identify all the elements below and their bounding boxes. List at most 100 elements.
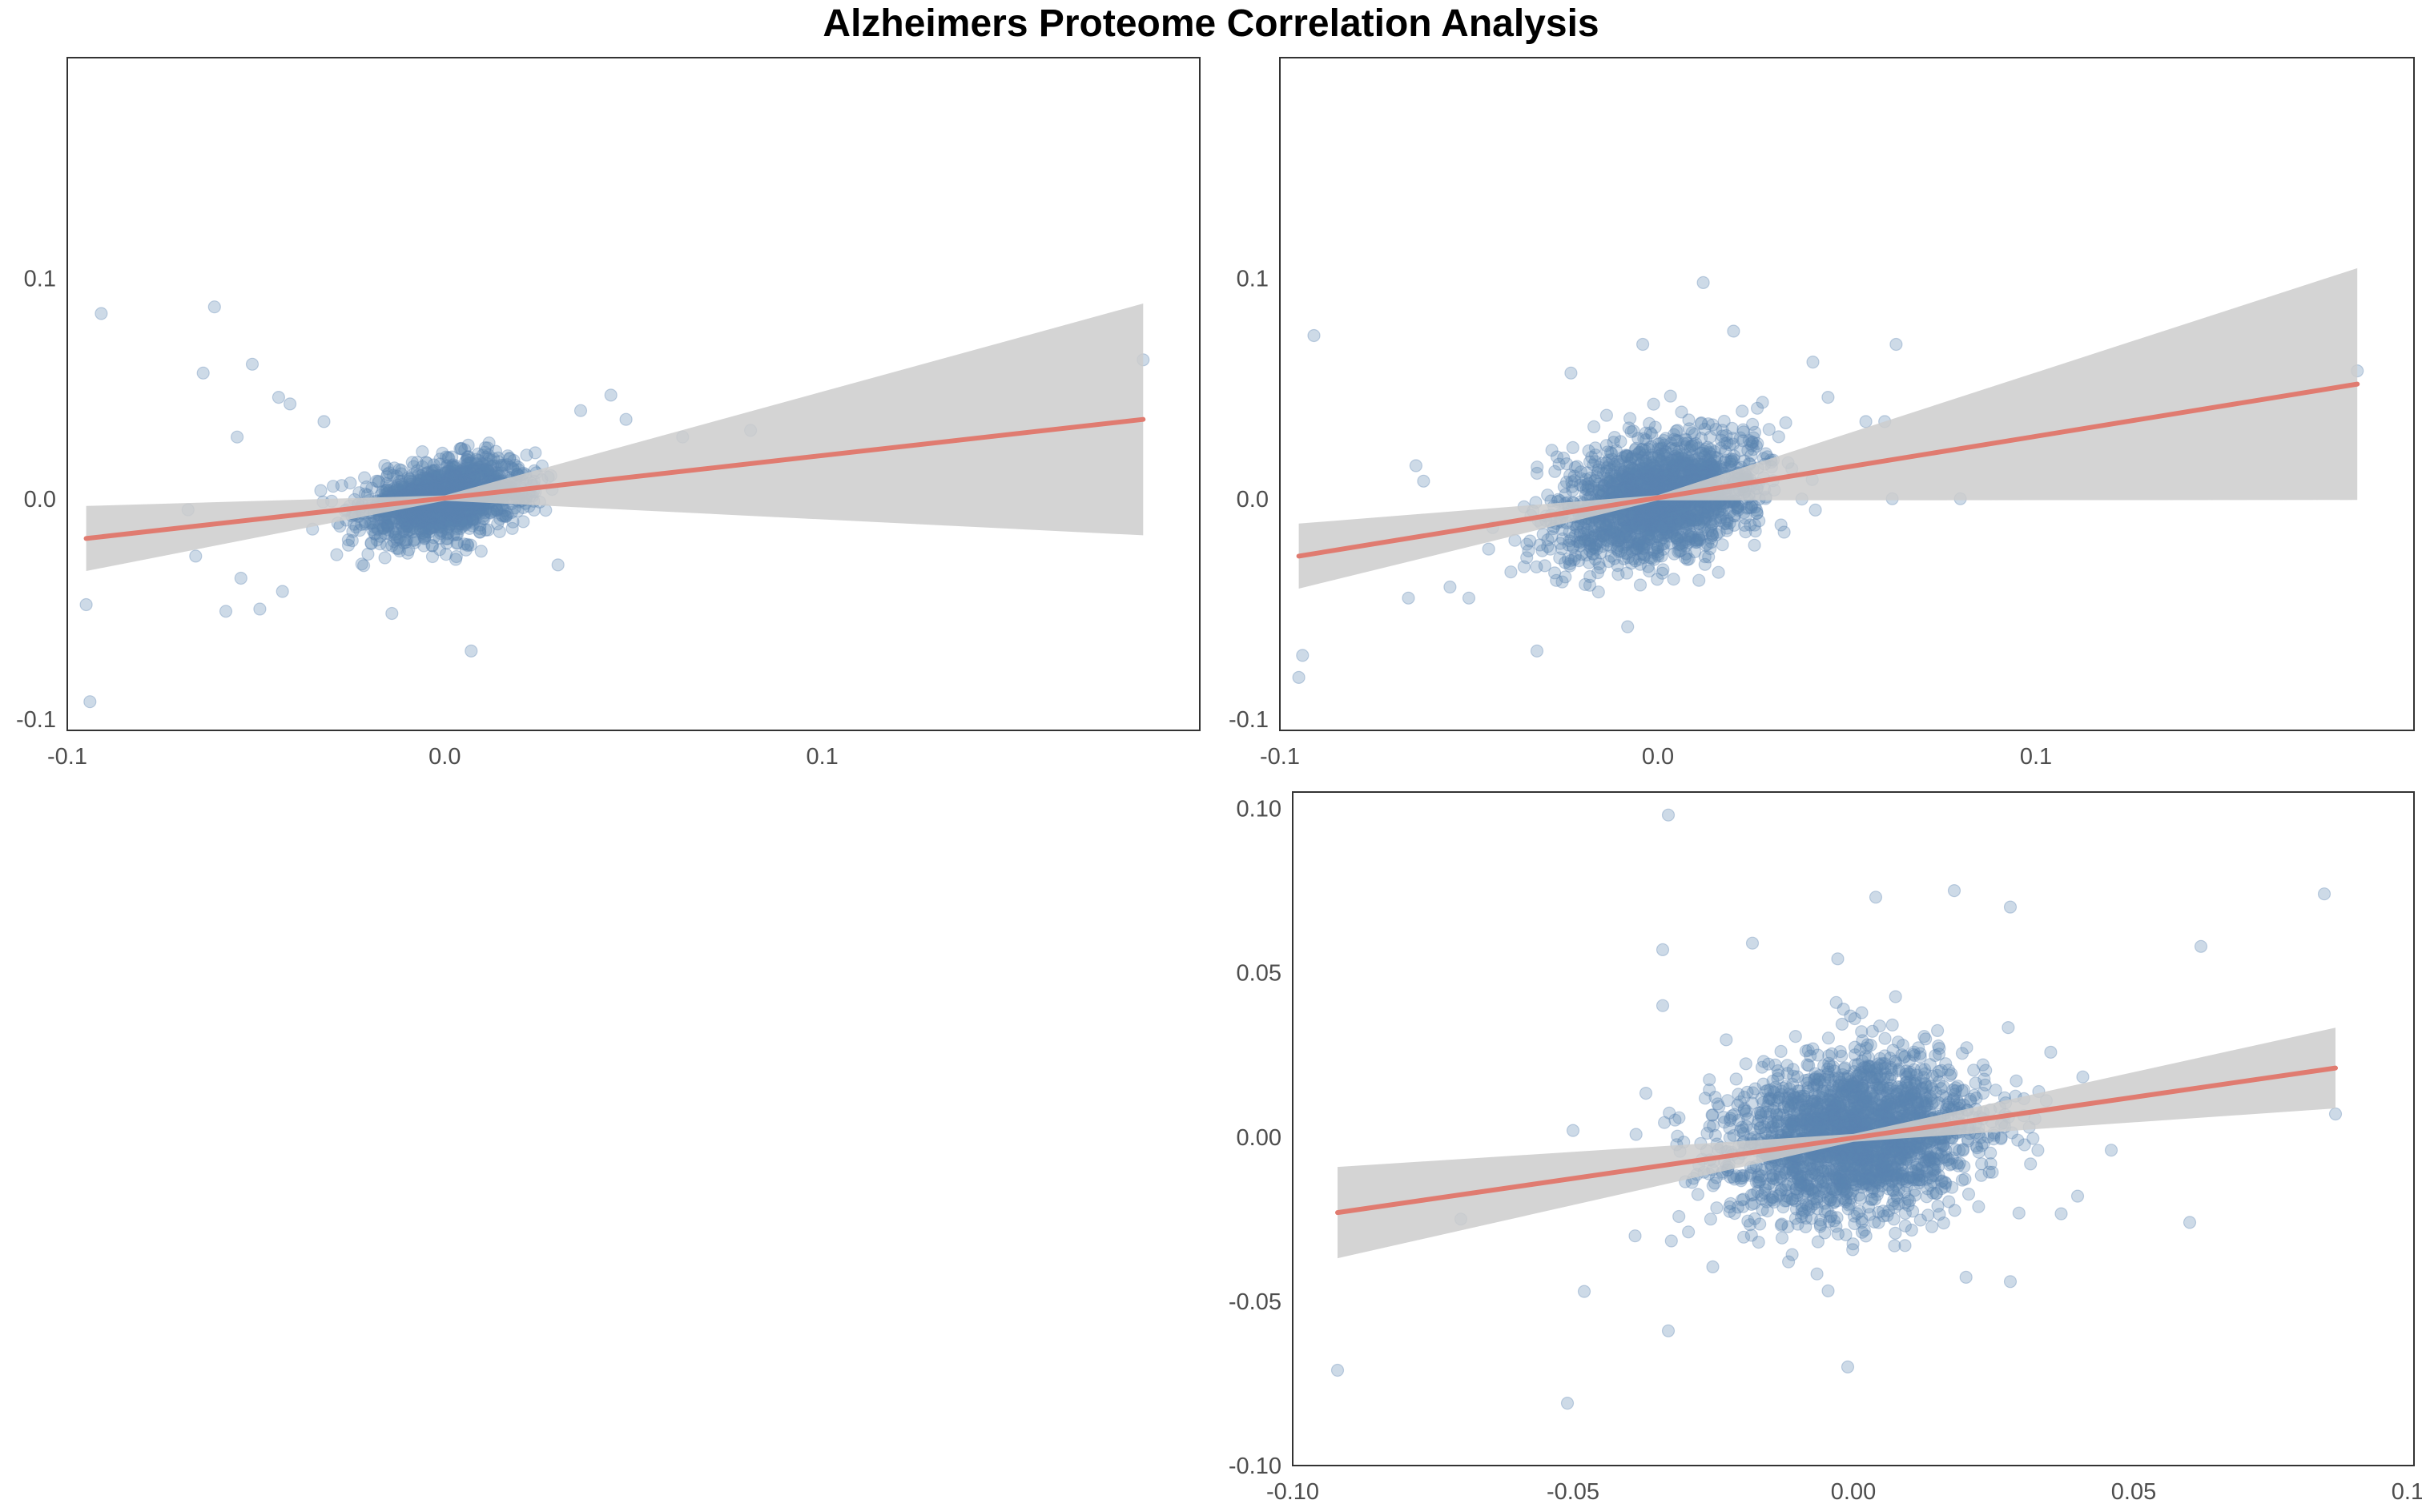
- scatter-point: [1719, 444, 1732, 459]
- scatter-point: [364, 536, 378, 550]
- scatter-point: [432, 543, 447, 557]
- scatter-point: [461, 450, 475, 464]
- scatter-point: [464, 538, 477, 552]
- scatter-point: [496, 458, 509, 472]
- scatter-point: [1752, 514, 1766, 528]
- scatter-point: [474, 469, 488, 484]
- scatter-point: [1637, 454, 1652, 468]
- scatter-point: [461, 466, 475, 480]
- scatter-point: [1617, 514, 1631, 528]
- scatter-point: [410, 456, 424, 469]
- scatter-point: [1545, 444, 1559, 457]
- scatter-point: [1670, 533, 1684, 546]
- scatter-point: [1634, 509, 1648, 522]
- scatter-point: [395, 464, 408, 477]
- scatter-point: [1705, 1108, 1719, 1122]
- scatter-point: [453, 501, 467, 515]
- scatter-point: [1559, 570, 1572, 584]
- scatter-point: [416, 505, 430, 519]
- scatter-point: [1579, 472, 1593, 486]
- scatter-point: [272, 391, 285, 404]
- scatter-point: [1637, 548, 1651, 561]
- scatter-point: [1650, 538, 1664, 552]
- scatter-point: [415, 515, 428, 529]
- scatter-point: [1622, 518, 1635, 532]
- scatter-point: [388, 484, 402, 497]
- scatter-point: [469, 457, 482, 471]
- scatter-point: [417, 532, 432, 545]
- scatter-point: [1621, 484, 1635, 497]
- scatter-point: [1746, 417, 1760, 432]
- scatter-point: [460, 465, 473, 479]
- scatter-point: [1517, 560, 1531, 573]
- scatter-point: [1583, 540, 1597, 553]
- scatter-point: [440, 506, 453, 520]
- scatter-point: [403, 507, 417, 521]
- scatter-point: [1642, 469, 1656, 483]
- scatter-point: [431, 517, 445, 530]
- scatter-point: [491, 517, 505, 531]
- scatter-point: [432, 517, 445, 531]
- scatter-point: [477, 512, 491, 525]
- scatter-point: [1622, 464, 1635, 478]
- scatter-point: [437, 476, 452, 490]
- scatter-point: [1579, 577, 1592, 592]
- scatter-point: [367, 520, 380, 533]
- scatter-point: [1636, 461, 1650, 476]
- scatter-point: [444, 515, 458, 529]
- scatter-point: [494, 458, 508, 472]
- scatter-point: [1679, 515, 1692, 529]
- scatter-point: [471, 447, 485, 461]
- scatter-point: [1656, 471, 1669, 485]
- scatter-point: [392, 516, 406, 529]
- scatter-point: [405, 509, 419, 522]
- scatter-point: [424, 468, 438, 482]
- scatter-point: [1705, 529, 1719, 543]
- scatter-point: [486, 468, 500, 483]
- scatter-point: [1679, 432, 1692, 446]
- scatter-point: [1631, 536, 1645, 549]
- scatter-point: [1969, 1076, 1982, 1090]
- scatter-point: [1296, 649, 1310, 662]
- scatter-point: [403, 520, 416, 533]
- scatter-point: [1704, 457, 1718, 471]
- scatter-point: [1602, 518, 1615, 532]
- scatter-point: [422, 505, 436, 519]
- scatter-point: [1598, 522, 1612, 536]
- scatter-point: [503, 452, 517, 466]
- scatter-point: [431, 473, 445, 487]
- scatter-point: [1650, 479, 1664, 493]
- scatter-point: [427, 479, 441, 493]
- scatter-point: [459, 473, 473, 488]
- scatter-point: [469, 471, 482, 485]
- scatter-point: [1685, 464, 1699, 477]
- scatter-point: [1716, 538, 1729, 552]
- scatter-point: [479, 463, 493, 477]
- scatter-point: [424, 471, 438, 485]
- scatter-point: [1628, 1229, 1642, 1243]
- scatter-point: [1706, 464, 1720, 477]
- scatter-point: [1644, 517, 1658, 531]
- scatter-point: [482, 470, 497, 484]
- scatter-point: [1985, 1165, 1999, 1179]
- scatter-point: [1649, 464, 1663, 478]
- scatter-point: [1646, 514, 1660, 528]
- scatter-point: [1734, 444, 1748, 457]
- scatter-point: [381, 518, 395, 533]
- scatter-point: [1644, 461, 1657, 475]
- scatter-point: [388, 512, 403, 525]
- scatter-point: [1634, 462, 1648, 476]
- scatter-point: [431, 468, 445, 483]
- scatter-point: [314, 484, 328, 497]
- scatter-point: [1599, 519, 1613, 533]
- scatter-point: [444, 470, 457, 484]
- scatter-point: [414, 524, 428, 538]
- scatter-point: [1558, 556, 1572, 569]
- scatter-point: [1779, 416, 1792, 430]
- scatter-point: [445, 467, 458, 481]
- scatter-point: [1660, 468, 1674, 482]
- scatter-point: [446, 467, 461, 481]
- scatter-point: [1636, 507, 1650, 521]
- scatter-point: [380, 467, 395, 481]
- scatter-point: [1711, 501, 1724, 516]
